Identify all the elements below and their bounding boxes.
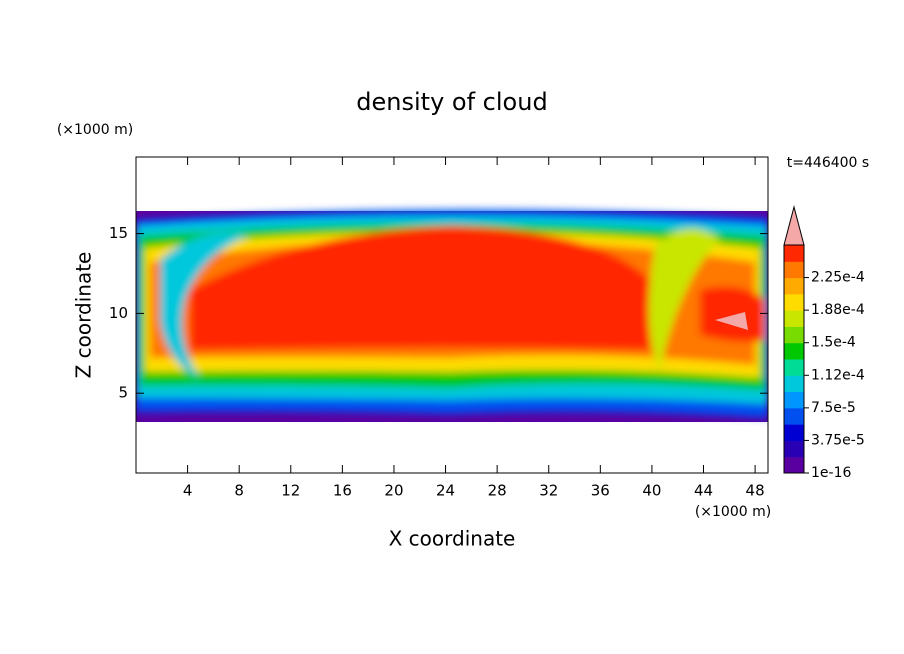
colorbar-extension (783, 205, 805, 246)
x-tick-label: 36 (591, 482, 610, 500)
colorbar-tick-label: 3.75e-5 (811, 432, 865, 448)
colorbar-tick-label: 2.25e-4 (811, 270, 865, 286)
x-tick-label: 8 (234, 482, 244, 500)
y-tick-label: 5 (118, 384, 128, 402)
colorbar-tick-label: 1.5e-4 (811, 335, 856, 351)
colorbar-tick-label: 7.5e-5 (811, 400, 856, 416)
chart-title: density of cloud (356, 88, 547, 116)
colorbar-band (784, 407, 804, 425)
colorbar-band (784, 375, 804, 393)
x-tick-label: 44 (694, 482, 713, 500)
colorbar-band (784, 424, 804, 441)
colorbar-band (784, 277, 804, 295)
x-tick-label: 12 (281, 482, 300, 500)
x-axis-label: X coordinate (389, 527, 516, 551)
colorbar-frame (783, 244, 805, 474)
colorbar-band (784, 342, 804, 360)
contour-field (136, 209, 768, 422)
x-tick-label: 32 (539, 482, 558, 500)
colorbar-band (784, 456, 804, 474)
colorbar-tick-label: 1.12e-4 (811, 367, 865, 383)
colorbar-band (784, 440, 804, 458)
colorbar-band (784, 326, 804, 344)
x-tick-label: 40 (642, 482, 661, 500)
colorbar-band (784, 310, 804, 327)
x-tick-label: 16 (333, 482, 352, 500)
colorbar-band (784, 293, 804, 311)
colorbar-band (784, 359, 804, 376)
colorbar-band (784, 391, 804, 409)
y-tick-label: 15 (109, 224, 128, 242)
y-unit: (×1000 m) (57, 122, 133, 138)
colorbar-band (784, 245, 804, 262)
x-tick-label: 4 (183, 482, 193, 500)
y-tick-label: 10 (109, 304, 128, 322)
x-tick-label: 48 (746, 482, 765, 500)
y-axis-label: Z coordinate (72, 252, 96, 379)
colorbar-tick-label: 1.88e-4 (811, 302, 865, 318)
colorbar-tick-label: 1e-16 (811, 465, 851, 481)
x-tick-label: 24 (436, 482, 455, 500)
x-tick-label: 20 (384, 482, 403, 500)
x-unit: (×1000 m) (695, 504, 771, 520)
plot-frame (135, 156, 769, 474)
time-annotation: t=446400 s (787, 155, 869, 171)
colorbar-band (784, 261, 804, 279)
x-tick-label: 28 (488, 482, 507, 500)
